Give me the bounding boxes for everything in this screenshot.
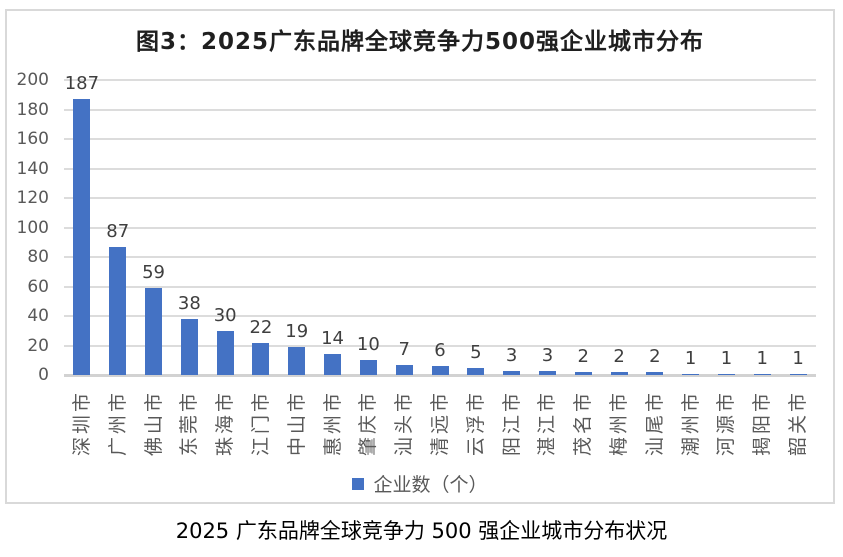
bar-value-label: 87 (106, 220, 130, 242)
bar-value-label: 2 (613, 346, 625, 368)
bar-value-label: 22 (249, 316, 273, 338)
x-axis-tick-label: 肇庆市 (357, 390, 380, 457)
bar-value-label: 2 (577, 346, 589, 368)
y-axis-tick-label: 120 (16, 188, 49, 208)
x-axis-tick-label: 汕头市 (393, 390, 416, 457)
legend-label: 企业数（个） (373, 474, 488, 496)
bar (359, 360, 377, 375)
x-axis-tick-label: 梅州市 (608, 390, 631, 457)
bar (789, 373, 807, 375)
x-axis-tick-label: 东莞市 (178, 390, 201, 457)
bar-value-label: 38 (177, 292, 201, 314)
y-axis-tick-label: 60 (27, 276, 49, 297)
x-axis-tick-label: 清远市 (429, 390, 451, 457)
x-axis-tick-label: 珠海市 (214, 390, 237, 457)
x-axis-tick-label: 阳江市 (500, 390, 523, 457)
bar (395, 364, 413, 375)
y-axis-tick-label: 0 (38, 365, 49, 385)
x-axis-tick-label: 中山市 (285, 390, 308, 457)
bar-value-label: 6 (434, 340, 446, 362)
x-axis-tick-label: 云浮市 (464, 390, 487, 457)
bar (109, 246, 127, 375)
bar-value-label: 10 (356, 334, 380, 356)
bar (73, 99, 91, 375)
bar (324, 354, 342, 375)
x-axis-tick-label: 揭阳市 (751, 390, 774, 457)
bar-value-label: 1 (720, 347, 733, 369)
bar (288, 346, 306, 375)
figure-caption: 2025 广东品牌全球竞争力 500 强企业城市分布状况 (175, 519, 668, 543)
x-axis-line (64, 374, 816, 377)
y-axis-tick-label: 140 (16, 158, 49, 179)
bar (682, 373, 700, 375)
bar (467, 367, 485, 375)
bar (646, 372, 664, 375)
gridline (64, 285, 816, 288)
bar-value-label: 19 (285, 320, 309, 342)
gridline (64, 344, 816, 347)
bar (216, 330, 234, 375)
bar-value-label: 1 (792, 347, 804, 369)
x-axis-tick-label: 惠州市 (321, 390, 344, 457)
gridline (64, 315, 816, 317)
bar (431, 366, 449, 375)
y-axis-tick-label: 200 (16, 70, 49, 90)
x-axis-tick-label: 茂名市 (572, 390, 595, 457)
gridline (64, 167, 816, 170)
bar (252, 342, 270, 375)
y-axis-tick-label: 80 (27, 247, 49, 267)
gridline (64, 138, 816, 140)
bar-value-label: 1 (684, 347, 697, 369)
y-axis-tick-label: 40 (27, 306, 49, 326)
legend-color-swatch (352, 477, 365, 490)
chart-title: 图3：2025广东品牌全球竞争力500强企业城市分布 (135, 29, 705, 55)
y-axis-tick-label: 20 (27, 335, 49, 356)
x-axis-tick-label: 湛江市 (536, 390, 559, 457)
bar-value-label: 3 (541, 344, 554, 366)
bar-value-label: 59 (142, 261, 165, 283)
bar (503, 370, 521, 375)
x-axis-tick-label: 江门市 (249, 390, 272, 457)
bar-value-label: 3 (505, 344, 518, 366)
x-axis-tick-label: 潮州市 (679, 390, 702, 457)
gridline (64, 79, 816, 81)
x-axis-tick-label: 深圳市 (70, 390, 93, 457)
chart-container: 图3：2025广东品牌全球竞争力500强企业城市分布 0 20 40 60 80 100 1… (5, 9, 835, 504)
bar (145, 287, 163, 375)
gridline (64, 226, 816, 229)
gridline (64, 197, 816, 199)
bar-value-label: 5 (470, 341, 482, 363)
bar-value-label: 14 (321, 328, 345, 350)
x-axis-tick-label: 广州市 (106, 390, 129, 457)
bar-value-label: 30 (213, 304, 237, 326)
bar (574, 372, 592, 375)
bar-value-label: 187 (64, 73, 100, 95)
bar-value-label: 7 (398, 338, 410, 360)
y-axis-tick-label: 160 (16, 129, 49, 149)
y-axis-tick-label: 100 (16, 217, 49, 238)
x-axis-tick-label: 佛山市 (142, 390, 165, 457)
plot-area: 187 深圳市 87 广州市 59 佛山市 38 东莞市 30 珠海市 22 江门市 19 中山市 14 惠州… (64, 73, 816, 456)
bar-value-label: 2 (649, 346, 661, 368)
gridline (64, 256, 816, 258)
bar (717, 373, 735, 375)
bar (538, 370, 556, 375)
bar-value-label: 1 (756, 347, 768, 369)
gridline (64, 108, 816, 111)
bar (180, 318, 198, 375)
y-axis-tick-label: 180 (16, 99, 49, 120)
bar (610, 372, 628, 375)
x-axis-tick-label: 河源市 (715, 390, 738, 457)
legend: 企业数（个） (7, 470, 833, 497)
x-axis-tick-label: 韶关市 (787, 390, 810, 457)
bar (753, 373, 771, 375)
x-axis-tick-label: 汕尾市 (643, 390, 666, 457)
